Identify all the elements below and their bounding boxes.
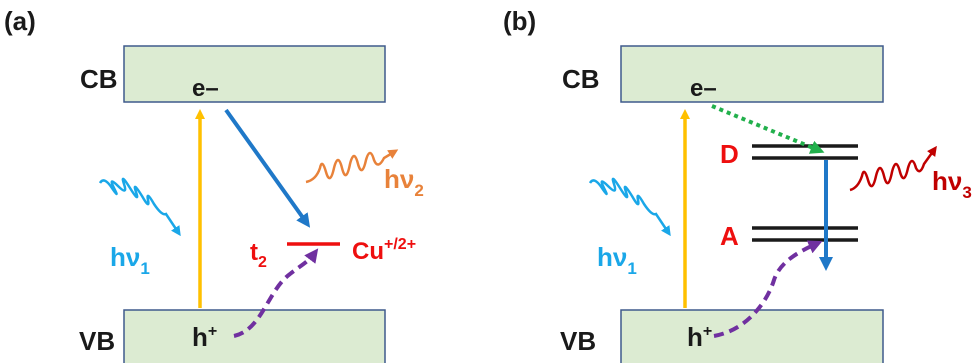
electron-label: e– (192, 75, 219, 102)
donor-capture-arrow (711, 104, 825, 154)
excitation-photon-label: hν1 (110, 242, 150, 278)
panel-a: (a) CB VB e– h+ t2 Cu+/2+ hν1 hν2 (4, 6, 424, 363)
valence-band (123, 309, 386, 363)
t2-label: t2 (250, 239, 267, 271)
valence-band (620, 309, 884, 363)
vb-label: VB (79, 326, 115, 356)
panel-a-tag: (a) (4, 6, 36, 36)
cb-label: CB (562, 64, 600, 94)
cb-label: CB (80, 64, 118, 94)
donor-label: D (720, 139, 739, 169)
excitation-photon-wave (98, 177, 181, 237)
emission-photon-label: hν3 (932, 166, 972, 202)
acceptor-label: A (720, 221, 739, 251)
electron-label: e– (690, 75, 717, 102)
conduction-band (123, 45, 386, 103)
panel-b-tag: (b) (503, 6, 536, 36)
excitation-photon-wave (588, 177, 671, 237)
emission-photon-wave (849, 145, 937, 192)
excitation-photon-label: hν1 (597, 242, 637, 278)
emission-photon-label: hν2 (384, 164, 424, 200)
cu-ion-label: Cu+/2+ (352, 236, 416, 265)
conduction-band (620, 45, 884, 103)
emission-photon-wave (305, 149, 399, 184)
vb-label: VB (560, 326, 596, 356)
electron-relaxation-arrow (224, 108, 311, 228)
hole-trapping-path (233, 248, 319, 338)
panel-b: (b) CB VB e– h+ D A hν1 hν3 (503, 6, 972, 363)
hole-label: h+ (192, 322, 217, 352)
hole-trapping-path (713, 240, 823, 338)
hole-label: h+ (687, 322, 712, 352)
